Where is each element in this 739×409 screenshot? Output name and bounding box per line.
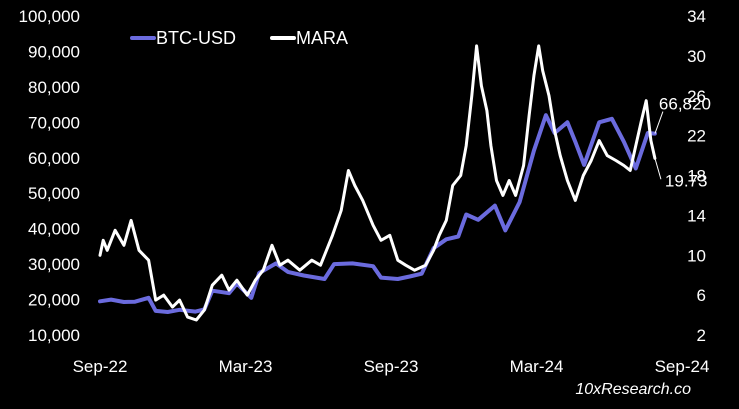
y-right-tick-label: 22 [687, 127, 706, 146]
y-left-tick-label: 90,000 [28, 42, 80, 61]
x-tick-label: Sep-24 [655, 357, 710, 376]
series-line-btc-usd [98, 113, 657, 314]
y-right-tick-label: 26 [687, 87, 706, 106]
y-left-tick-label: 80,000 [28, 78, 80, 97]
y-left-tick-label: 40,000 [28, 220, 80, 239]
annotations: 66,820 19.73 [654, 95, 711, 190]
y-left-tick-label: 30,000 [28, 255, 80, 274]
y-axis-left: 10,000 20,000 30,000 40,000 50,000 60,000 70,0… [19, 7, 80, 345]
x-tick-label: Sep-23 [364, 357, 419, 376]
y-right-tick-label: 10 [687, 246, 706, 265]
x-tick-label: Sep-22 [73, 357, 128, 376]
annotation-label: 66,820 [659, 95, 711, 114]
y-left-tick-label: 100,000 [19, 7, 80, 26]
y-right-tick-label: 14 [687, 206, 706, 225]
series-layer [98, 44, 657, 322]
x-axis: Sep-22 Mar-23 Sep-23 Mar-24 Sep-24 [73, 357, 710, 376]
y-right-tick-label: 30 [687, 47, 706, 66]
y-right-tick-label: 34 [687, 7, 706, 26]
annotation-leader [654, 111, 664, 134]
y-right-tick-label: 18 [687, 167, 706, 186]
y-left-tick-label: 20,000 [28, 291, 80, 310]
annotation-label: 19.73 [665, 171, 708, 190]
y-right-tick-label: 2 [697, 326, 706, 345]
y-left-tick-label: 50,000 [28, 184, 80, 203]
annotation-leader [654, 158, 662, 180]
legend-label: MARA [296, 28, 348, 48]
series-line-mara [98, 44, 657, 322]
y-left-tick-label: 70,000 [28, 113, 80, 132]
y-right-tick-label: 6 [697, 286, 706, 305]
x-tick-label: Mar-24 [510, 357, 564, 376]
legend-label: BTC-USD [156, 28, 236, 48]
source-credit: 10xResearch.co [575, 381, 691, 398]
legend: BTC-USD MARA [130, 28, 348, 48]
y-left-tick-label: 60,000 [28, 149, 80, 168]
y-left-tick-label: 10,000 [28, 326, 80, 345]
x-tick-label: Mar-23 [219, 357, 273, 376]
